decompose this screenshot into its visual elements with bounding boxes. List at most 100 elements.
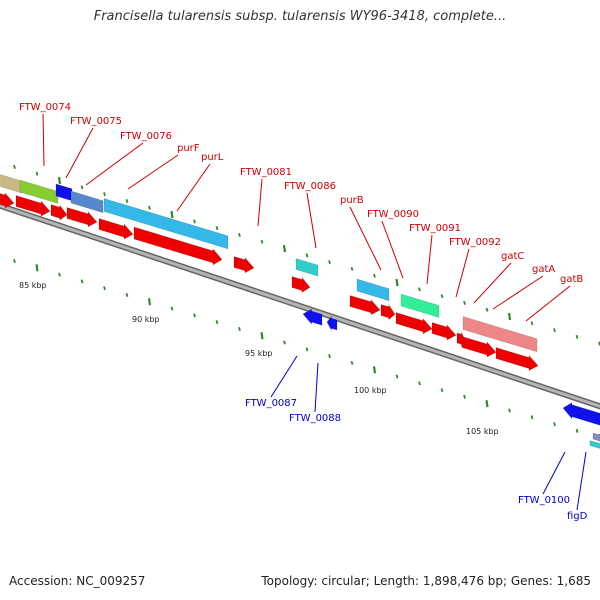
scale-tick-inner [553,422,556,427]
gene-label-forward: FTW_0092 [449,237,501,248]
label-leader-line [42,113,45,167]
scale-tick-inner [58,272,61,277]
scale-tick-inner [530,415,534,420]
scale-kbp-label: 105 kbp [466,427,499,436]
gene-label-forward: gatA [532,264,555,275]
gene-rev-teal [589,440,600,449]
gene-label-reverse: figD [567,511,588,522]
gene-fwd-red [66,207,98,228]
scale-tick-inner [147,298,152,306]
gene-purL-cyan [103,198,229,250]
gene-fwd-red [349,295,381,316]
scale-tick-inner [463,394,466,399]
scale-tick-outer [553,328,556,333]
label-leader-line [176,163,211,212]
gene-label-reverse: FTW_0100 [518,495,570,506]
gene-block-green [19,179,59,204]
scale-tick-outer [35,171,39,176]
gene-fwd-red [15,195,51,217]
scale-tick-inner [13,259,16,263]
scale-tick-inner [485,400,489,408]
scale-tick-outer [575,334,579,339]
scale-tick-outer [440,294,444,299]
genes-layer [0,174,600,449]
gene-block-tan [0,174,23,194]
label-leader-line [314,362,319,413]
scale-tick-outer [13,165,16,169]
scale-tick-outer [418,287,421,292]
gene-rev-blue [562,402,600,426]
scale-tick-outer [57,176,62,185]
scale-tick-inner [508,408,511,413]
scale-tick-inner [125,292,129,297]
scale-tick-outer [215,226,219,231]
scale-kbp-label: 90 kbp [132,315,160,324]
label-leader-line [525,285,571,322]
accession-text: Accession: NC_009257 [9,574,146,588]
gene-label-forward: FTW_0086 [284,181,336,192]
gene-FTW0086-teal [295,258,319,277]
scale-kbp-label: 85 kbp [19,281,47,290]
label-leader-line [542,451,566,495]
gene-block-blue [55,183,73,202]
gene-label-forward: FTW_0090 [367,209,419,220]
scale-tick-outer [350,266,354,271]
gene-label-forward: gatC [501,251,524,262]
scale-tick-inner [193,313,196,318]
label-leader-line [576,451,587,511]
scale-tick-outer [507,312,512,321]
gene-gat-pink [462,316,538,353]
scale-tick-outer [260,239,264,244]
scale-tick-outer [282,244,287,253]
scale-tick-outer [238,232,241,237]
gene-rev-blue [592,432,600,442]
label-leader-line [270,355,298,398]
label-leader-line [492,275,544,310]
scale-tick-inner [575,428,579,433]
gene-fwd-red [495,347,539,371]
gene-label-forward: gatB [560,274,583,285]
gene-fwd-red [461,336,497,358]
label-leader-line [349,206,382,271]
label-leader-line [455,248,470,298]
gene-rev-blue [326,315,338,331]
scale-tick-inner [372,366,377,374]
gene-fwd-red [431,322,457,341]
gene-FTW0090-green [400,293,440,318]
gene-label-forward: purF [177,143,200,154]
gene-label-forward: FTW_0076 [120,131,172,142]
scale-tick-inner [418,381,421,386]
scale-tick-inner [80,279,84,284]
ticks-layer [13,165,600,442]
gene-fwd-red [380,303,396,321]
scale-tick-outer [395,278,399,287]
scale-kbp-label: 95 kbp [245,349,273,358]
gene-label-forward: FTW_0081 [240,167,292,178]
gene-fwd-red [291,276,311,294]
label-leader-line [257,178,263,227]
backbone-layer [0,202,600,410]
scale-tick-inner [440,388,444,393]
scale-tick-inner [103,286,106,291]
scale-tick-outer [530,321,534,326]
leaders-layer [42,113,587,511]
scale-tick-inner [305,347,309,352]
scale-tick-outer [193,219,196,224]
gene-label-forward: FTW_0074 [19,102,71,113]
gene-block-steel [70,190,104,214]
scale-tick-outer [148,205,151,210]
backbone-line [0,204,600,408]
gene-label-forward: FTW_0091 [409,223,461,234]
scale-tick-outer [373,273,376,278]
gene-label-forward: FTW_0075 [70,116,122,127]
scale-tick-inner [238,326,241,331]
scale-tick-inner [328,354,331,359]
scale-tick-outer [170,210,174,219]
gene-fwd-red [133,226,223,266]
scale-tick-inner [260,332,264,340]
label-leader-line [473,262,512,304]
scale-tick-inner [170,306,174,311]
label-leader-line [426,234,433,285]
scale-tick-outer [80,185,84,190]
